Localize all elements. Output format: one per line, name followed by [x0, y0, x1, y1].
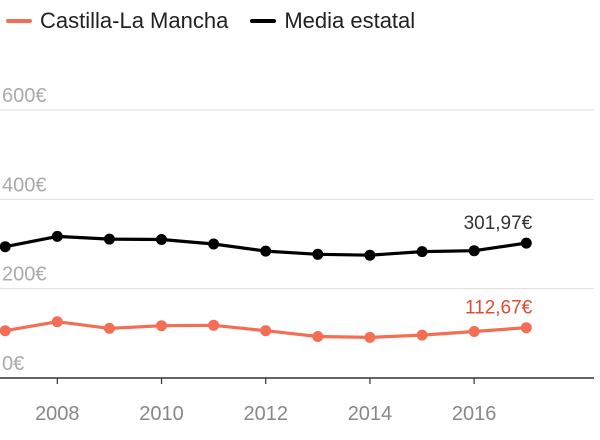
data-point-media-estatal-2011[interactable]: [208, 238, 220, 250]
end-label-media-estatal: 301,97€: [464, 213, 533, 234]
gridlines: [0, 109, 594, 379]
data-point-media-estatal-2015[interactable]: [416, 246, 428, 258]
data-point-castilla-la-mancha-2007[interactable]: [0, 325, 11, 337]
y-axis-tick-labels: 0€ 200€ 400€ 600€: [2, 85, 47, 375]
legend: Castilla-La Mancha Media estatal: [6, 6, 437, 36]
data-point-media-estatal-2010[interactable]: [156, 234, 167, 245]
data-point-castilla-la-mancha-2017[interactable]: [520, 322, 532, 334]
data-point-media-estatal-2007[interactable]: [0, 241, 11, 253]
data-point-castilla-la-mancha-2014[interactable]: [364, 331, 376, 343]
end-labels: 112,67€ 301,97€: [464, 213, 533, 319]
data-point-castilla-la-mancha-2012[interactable]: [260, 325, 272, 337]
x-tick-label-2014: 2014: [348, 403, 393, 425]
legend-item-media-estatal[interactable]: Media estatal: [250, 8, 415, 34]
y-tick-label-400: 400€: [2, 174, 47, 196]
y-tick-label-0: 0€: [2, 353, 24, 375]
series-group: [0, 230, 532, 343]
x-axis-ticks: 2008 2010 2012 2014 2016: [35, 378, 496, 425]
data-point-media-estatal-2016[interactable]: [468, 245, 480, 257]
x-tick-label-2016: 2016: [452, 403, 497, 425]
data-point-castilla-la-mancha-2011[interactable]: [208, 319, 220, 331]
data-point-media-estatal-2009[interactable]: [103, 233, 115, 245]
data-point-media-estatal-2017[interactable]: [520, 237, 532, 249]
legend-item-castilla-la-mancha[interactable]: Castilla-La Mancha: [6, 8, 228, 34]
end-label-castilla-la-mancha: 112,67€: [465, 298, 533, 319]
data-point-castilla-la-mancha-2009[interactable]: [103, 322, 115, 334]
data-point-media-estatal-2013[interactable]: [312, 248, 324, 260]
legend-swatch-castilla-la-mancha: [6, 19, 32, 23]
legend-label-castilla-la-mancha: Castilla-La Mancha: [40, 8, 229, 33]
legend-label-media-estatal: Media estatal: [284, 8, 416, 33]
data-point-castilla-la-mancha-2015[interactable]: [416, 329, 428, 341]
data-point-castilla-la-mancha-2008[interactable]: [51, 316, 63, 328]
legend-swatch-media-estatal: [250, 19, 277, 23]
x-tick-label-2010: 2010: [139, 403, 184, 425]
x-tick-label-2012: 2012: [243, 403, 288, 425]
data-point-castilla-la-mancha-2010[interactable]: [156, 320, 167, 332]
data-point-media-estatal-2014[interactable]: [364, 249, 376, 261]
y-tick-label-600: 600€: [2, 85, 47, 107]
y-tick-label-200: 200€: [2, 264, 47, 286]
data-point-media-estatal-2008[interactable]: [51, 230, 63, 242]
x-tick-label-2008: 2008: [35, 403, 80, 425]
data-point-castilla-la-mancha-2013[interactable]: [312, 331, 324, 342]
data-point-castilla-la-mancha-2016[interactable]: [468, 326, 480, 337]
data-point-media-estatal-2012[interactable]: [260, 245, 272, 257]
